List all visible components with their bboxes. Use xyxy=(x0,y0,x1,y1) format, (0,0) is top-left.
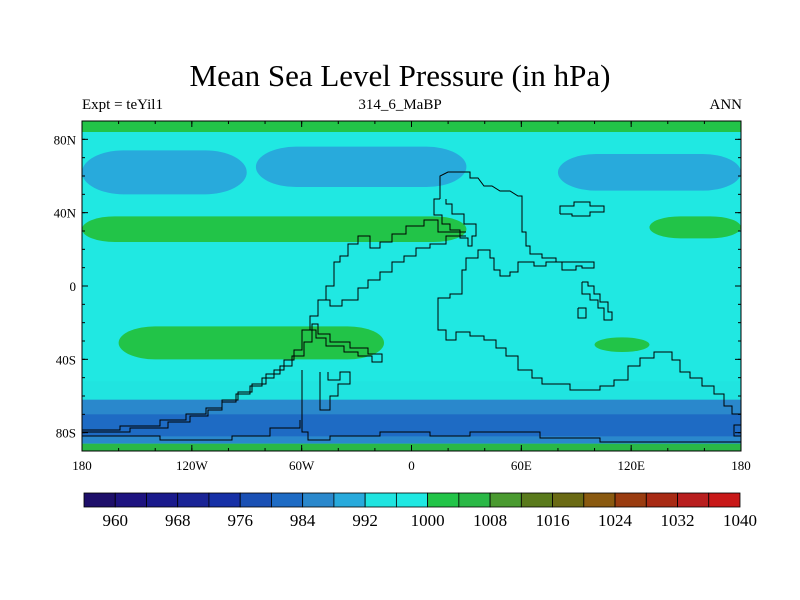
colorbar-label: 1032 xyxy=(661,511,695,530)
colorbar-box xyxy=(114,492,147,508)
colorbar-box xyxy=(302,492,335,508)
field-region-south-subtropical-high-east xyxy=(594,337,650,352)
colorbar-box xyxy=(458,492,491,508)
field-region-north-subpolar-low-east xyxy=(557,154,741,191)
x-tick-label: 180 xyxy=(72,458,92,473)
colorbar-box xyxy=(146,492,179,508)
colorbar-box xyxy=(520,492,553,508)
x-tick-label: 120E xyxy=(617,458,645,473)
y-tick-label: 40N xyxy=(54,206,77,221)
coastline-eastern-rim xyxy=(733,424,741,437)
chart-title: Mean Sea Level Pressure (in hPa) xyxy=(189,58,611,93)
colorbar-label: 976 xyxy=(227,511,253,530)
colorbar-box xyxy=(583,492,616,508)
coastline-southern-cape xyxy=(319,371,351,411)
pressure-field xyxy=(82,121,741,451)
colorbar-box xyxy=(83,492,116,508)
colorbar-label: 992 xyxy=(352,511,378,530)
coastline-southwest-inner xyxy=(82,323,383,431)
y-tick-label: 40S xyxy=(56,352,76,367)
colorbar-box xyxy=(552,492,585,508)
coastline-far-south-arc xyxy=(82,420,301,441)
season-label: ANN xyxy=(709,97,743,113)
coastlines xyxy=(82,171,741,443)
colorbar-label: 1024 xyxy=(598,511,633,530)
colorbar-box xyxy=(395,492,429,508)
colorbar-box xyxy=(271,492,304,508)
field-region-north-subpolar-low-atlantic xyxy=(255,146,467,187)
x-tick-label: 120W xyxy=(176,458,209,473)
coastline-southwest-arc xyxy=(82,299,326,433)
field-region-south-subtropical-high-west xyxy=(118,326,385,360)
y-tick-label: 80S xyxy=(56,426,76,441)
colorbar-label: 984 xyxy=(290,511,316,530)
coastline-main-continent xyxy=(437,171,741,415)
field-region-north-subpolar-low-pacific xyxy=(82,150,247,195)
colorbar-label: 1000 xyxy=(411,511,445,530)
coastline-island-east xyxy=(581,281,613,321)
colorbar-box xyxy=(239,492,272,508)
coastline-north-lobe xyxy=(433,198,477,247)
field-region-north-subtropical-high-east xyxy=(649,216,741,239)
colorbar-box xyxy=(645,492,678,508)
coastline-island-small xyxy=(577,307,587,319)
colorbar-box xyxy=(489,492,522,508)
time-period-label: 314_6_MaBP xyxy=(358,97,442,113)
field-region-north-subtropical-high-west xyxy=(82,216,467,242)
colorbar-label: 968 xyxy=(165,511,191,530)
field-region-southern-trough-core xyxy=(82,414,741,437)
x-tick-label: 0 xyxy=(408,458,415,473)
coastline-island-northeast xyxy=(559,201,605,217)
y-tick-label: 80N xyxy=(54,132,77,147)
colorbar-label: 960 xyxy=(102,511,128,530)
x-axis: 180 120W 60W 0 60E 120E 180 xyxy=(72,121,751,473)
x-tick-label: 180 xyxy=(731,458,751,473)
colorbar: 960 968 976 984 992 1000 1008 1016 1024 1032 1040 xyxy=(83,492,757,530)
colorbar-box xyxy=(208,492,241,508)
y-tick-label: 0 xyxy=(70,279,77,294)
colorbar-label: 1040 xyxy=(723,511,757,530)
coastline-western-block xyxy=(325,219,466,307)
colorbar-box xyxy=(427,492,460,508)
colorbar-box xyxy=(708,492,741,508)
colorbar-box xyxy=(614,492,647,508)
colorbar-box xyxy=(177,492,210,508)
experiment-label: Expt = teYil1 xyxy=(82,97,163,113)
x-tick-label: 60W xyxy=(289,458,315,473)
coastline-southern-inlet xyxy=(301,370,741,443)
x-tick-label: 60E xyxy=(511,458,532,473)
colorbar-box xyxy=(677,492,710,508)
colorbar-label: 1016 xyxy=(536,511,570,530)
colorbar-label: 1008 xyxy=(473,511,507,530)
y-axis: 80N 40N 0 40S 80S xyxy=(54,132,741,441)
colorbar-box xyxy=(333,492,366,508)
colorbar-box xyxy=(364,492,397,508)
